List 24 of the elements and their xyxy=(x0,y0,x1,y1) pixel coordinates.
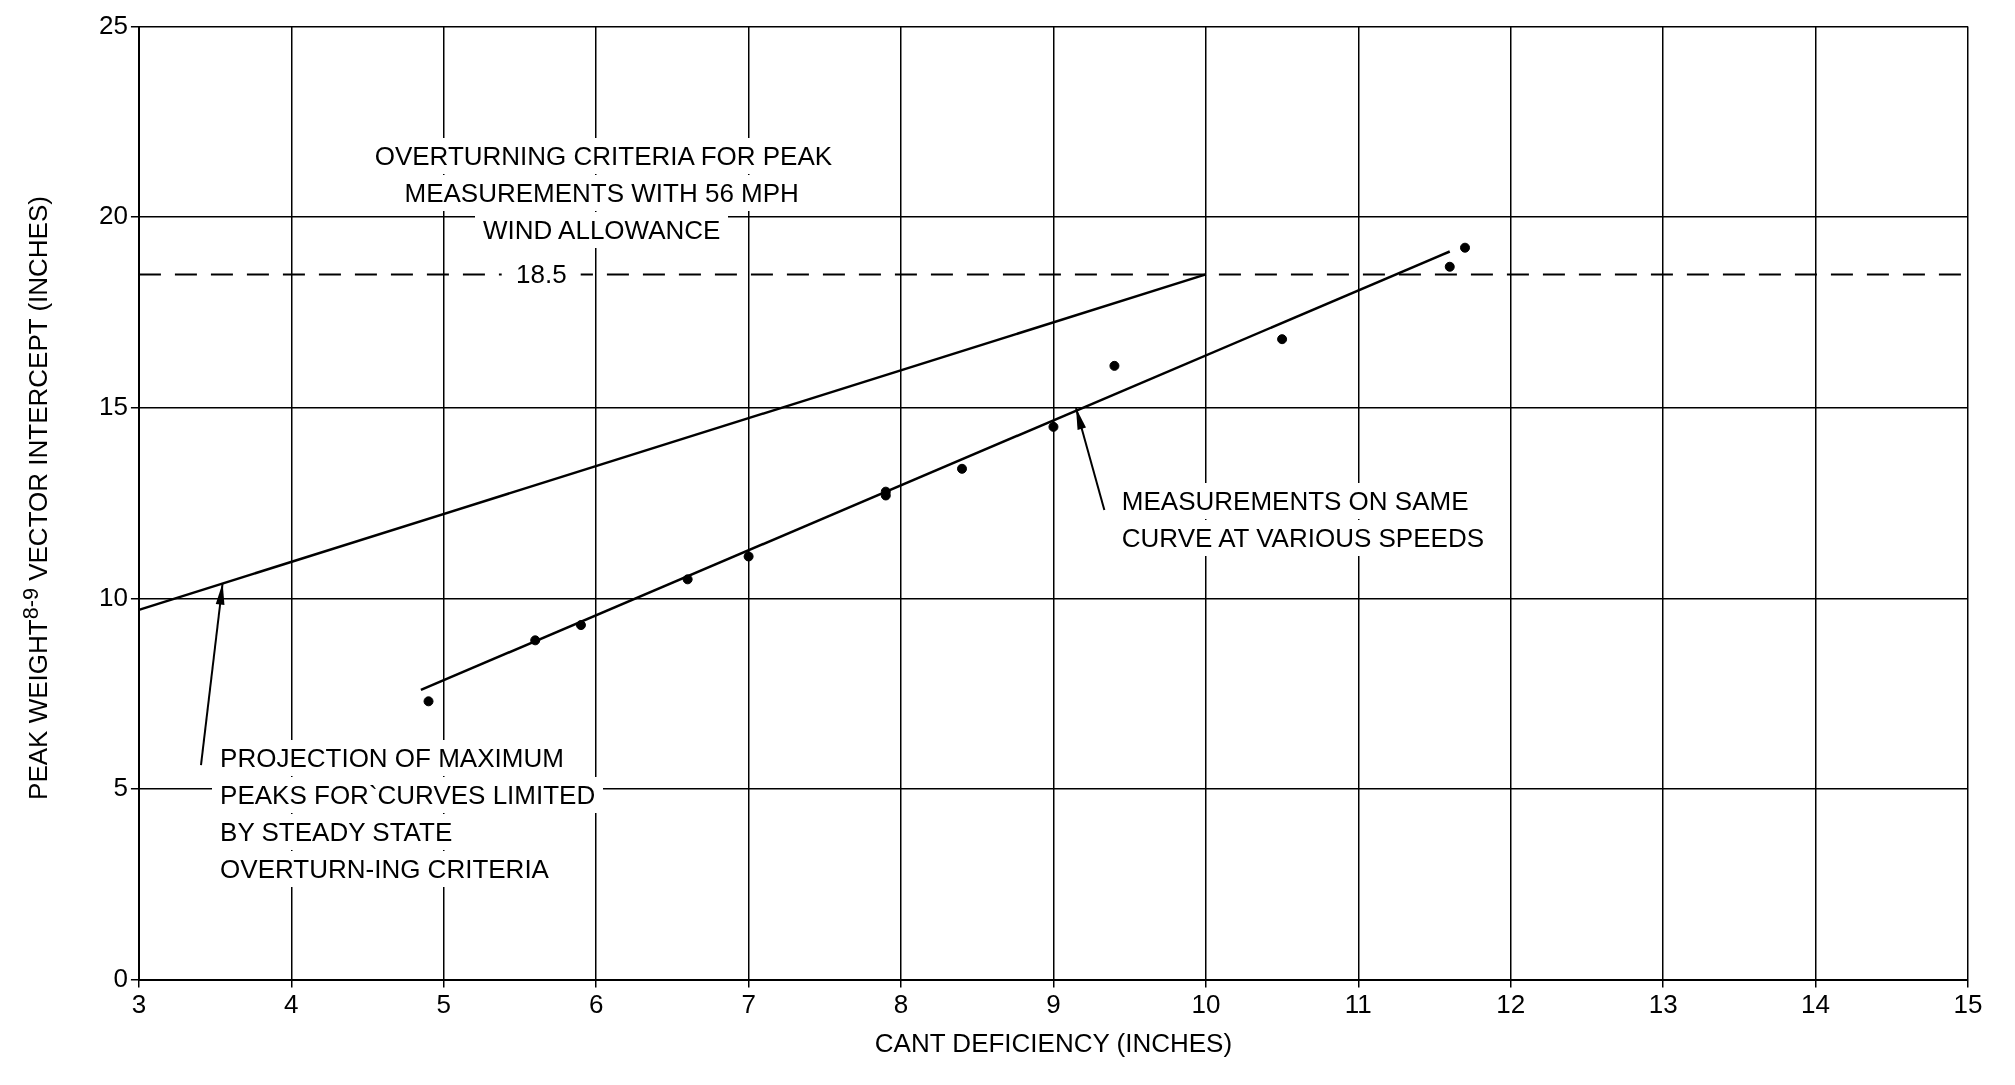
annotation: PROJECTION OF MAXIMUM PEAKS FOR`CURVES LIMITED BY STEADY STATE OVERTURN-ING CRITERIA xyxy=(212,740,604,888)
annotation: OVERTURNING CRITERIA FOR PEAK MEASUREMENTS WITH 56 MPH WIND ALLOWANCE xyxy=(366,137,841,248)
x-tick-label: 10 xyxy=(1191,989,1221,1020)
x-axis-title: CANT DEFICIENCY (INCHES) xyxy=(874,1027,1233,1058)
y-tick-label: 5 xyxy=(113,772,128,803)
x-tick-label: 8 xyxy=(893,989,909,1020)
y-tick-label: 20 xyxy=(99,200,128,231)
y-tick-label: 10 xyxy=(99,581,128,612)
x-tick-label: 13 xyxy=(1648,989,1678,1020)
x-tick-label: 12 xyxy=(1496,989,1526,1020)
x-tick-label: 14 xyxy=(1801,989,1831,1020)
y-tick-label: 25 xyxy=(99,9,128,40)
y-tick-label: 0 xyxy=(113,962,128,993)
x-tick-label: 9 xyxy=(1046,989,1061,1020)
x-tick-label: 4 xyxy=(284,989,299,1020)
x-tick-label: 15 xyxy=(1953,989,1983,1020)
x-tick-label: 7 xyxy=(741,989,756,1020)
x-tick-label: 3 xyxy=(131,989,147,1020)
ref-line-label: 18.5 xyxy=(502,259,581,290)
x-tick-label: 6 xyxy=(588,989,604,1020)
x-tick-label: 5 xyxy=(436,989,451,1020)
x-tick-label: 11 xyxy=(1344,989,1372,1020)
y-tick-label: 15 xyxy=(99,390,128,421)
annotation: MEASUREMENTS ON SAME CURVE AT VARIOUS SPEEDS xyxy=(1113,482,1492,556)
